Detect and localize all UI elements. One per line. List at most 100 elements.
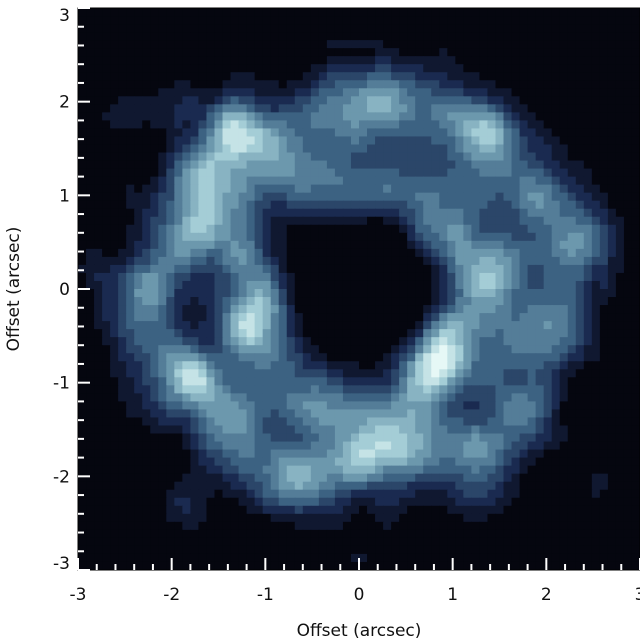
heatmap-cell (631, 441, 640, 451)
heatmap-cell (86, 224, 95, 234)
heatmap-cell (479, 280, 489, 290)
heatmap-cell (214, 505, 224, 515)
heatmap-cell (142, 168, 151, 178)
heatmap-cell (583, 545, 593, 555)
heatmap-cell (254, 128, 264, 138)
heatmap-cell (575, 160, 585, 170)
heatmap-cell (471, 481, 481, 491)
heatmap-cell (479, 377, 489, 386)
heatmap-cell (615, 521, 625, 531)
heatmap-cell (94, 200, 103, 210)
heatmap-cell (118, 64, 127, 73)
heatmap-cell (599, 248, 609, 258)
heatmap-cell (471, 465, 481, 475)
heatmap-cell (615, 80, 625, 89)
heatmap-cell (230, 40, 240, 49)
heatmap-cell (575, 305, 585, 314)
heatmap-cell (615, 24, 625, 33)
heatmap-cell (222, 497, 232, 507)
heatmap-cell (543, 248, 553, 258)
heatmap-cell (262, 264, 272, 274)
heatmap-cell (543, 313, 553, 322)
heatmap-cell (623, 385, 633, 394)
heatmap-cell (286, 128, 296, 138)
heatmap-cell (182, 337, 191, 346)
heatmap-cell (423, 545, 432, 555)
heatmap-cell (375, 280, 384, 290)
heatmap-cell (222, 393, 232, 402)
heatmap-cell (86, 112, 95, 121)
heatmap-cell (583, 305, 593, 314)
heatmap-cell (399, 256, 408, 266)
heatmap-cell (318, 441, 328, 451)
heatmap-cell (423, 120, 432, 130)
heatmap-cell (503, 369, 513, 378)
heatmap-cell (583, 497, 593, 507)
heatmap-cell (423, 256, 432, 266)
heatmap-cell (310, 216, 320, 226)
heatmap-cell (206, 72, 216, 81)
heatmap-cell (262, 473, 272, 483)
heatmap-cell (455, 321, 464, 330)
heatmap-cell (543, 208, 553, 218)
heatmap-cell (487, 377, 497, 386)
heatmap-cell (254, 297, 264, 306)
heatmap-cell (479, 24, 489, 33)
heatmap-cell (182, 272, 191, 282)
heatmap-cell (455, 280, 464, 290)
heatmap-cell (222, 553, 232, 563)
heatmap-cell (254, 224, 264, 234)
heatmap-cell (334, 297, 344, 306)
heatmap-cell (166, 441, 175, 451)
heatmap-cell (431, 321, 440, 330)
heatmap-cell (206, 256, 216, 266)
heatmap-cell (495, 393, 505, 402)
heatmap-cell (583, 377, 593, 386)
heatmap-cell (591, 80, 601, 89)
heatmap-cell (102, 184, 111, 194)
heatmap-cell (431, 144, 440, 154)
heatmap-cell (326, 112, 336, 121)
heatmap-cell (94, 361, 103, 370)
heatmap-cell (383, 88, 392, 97)
heatmap-cell (463, 184, 472, 194)
heatmap-cell (326, 272, 336, 282)
heatmap-cell (415, 8, 424, 17)
heatmap-cell (246, 136, 256, 146)
heatmap-cell (567, 441, 577, 451)
heatmap-cell (551, 208, 561, 218)
heatmap-cell (591, 337, 601, 346)
heatmap-cell (190, 24, 200, 33)
heatmap-cell (607, 537, 617, 547)
heatmap-cell (326, 56, 336, 65)
heatmap-cell (78, 369, 87, 378)
heatmap-cell (391, 88, 400, 97)
heatmap-cell (615, 88, 625, 97)
heatmap-cell (302, 545, 312, 555)
heatmap-cell (375, 240, 384, 250)
heatmap-cell (158, 369, 167, 378)
heatmap-cell (383, 48, 392, 57)
heatmap-cell (535, 449, 545, 459)
heatmap-cell (150, 345, 159, 354)
heatmap-cell (439, 64, 448, 73)
heatmap-cell (302, 561, 312, 570)
heatmap-cell (134, 208, 143, 218)
heatmap-cell (359, 256, 368, 266)
heatmap-cell (607, 393, 617, 402)
heatmap-cell (511, 248, 521, 258)
heatmap-cell (294, 136, 304, 146)
heatmap-cell (455, 232, 464, 242)
heatmap-cell (150, 224, 159, 234)
heatmap-cell (342, 56, 352, 65)
heatmap-cell (78, 481, 87, 491)
heatmap-cell (535, 377, 545, 386)
heatmap-cell (294, 160, 304, 170)
heatmap-cell (350, 481, 360, 491)
heatmap-cell (631, 200, 640, 210)
heatmap-cell (527, 56, 537, 65)
heatmap-cell (278, 144, 288, 154)
heatmap-cell (583, 112, 593, 121)
heatmap-cell (102, 449, 111, 459)
heatmap-cell (254, 337, 264, 346)
